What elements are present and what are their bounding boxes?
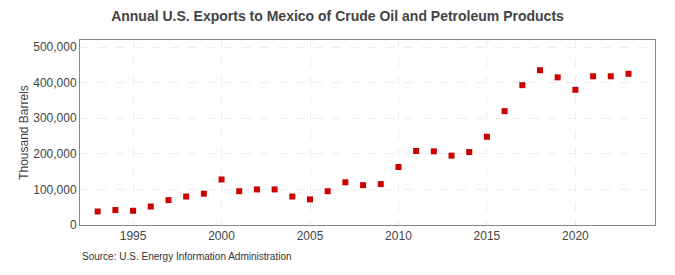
- svg-text:1995: 1995: [120, 229, 147, 243]
- svg-text:100,000: 100,000: [33, 183, 77, 197]
- svg-text:2000: 2000: [208, 229, 235, 243]
- svg-text:2010: 2010: [385, 229, 412, 243]
- svg-text:2020: 2020: [562, 229, 589, 243]
- svg-text:0: 0: [70, 218, 77, 232]
- svg-text:200,000: 200,000: [33, 147, 77, 161]
- svg-text:2005: 2005: [297, 229, 324, 243]
- svg-text:Annual U.S. Exports to Mexico: Annual U.S. Exports to Mexico of Crude O…: [111, 8, 564, 24]
- svg-text:2015: 2015: [474, 229, 501, 243]
- svg-text:Source: U.S. Energy Informatio: Source: U.S. Energy Information Administ…: [82, 251, 292, 262]
- svg-text:500,000: 500,000: [33, 40, 77, 54]
- svg-text:Thousand Barrels: Thousand Barrels: [17, 85, 31, 180]
- svg-text:400,000: 400,000: [33, 76, 77, 90]
- svg-text:300,000: 300,000: [33, 111, 77, 125]
